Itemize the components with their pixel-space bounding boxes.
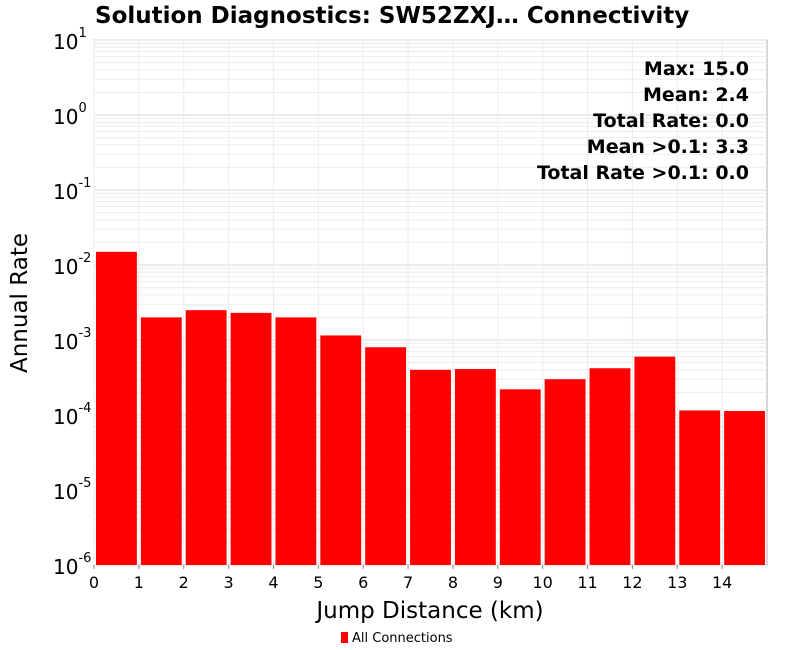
legend-swatch: [341, 632, 348, 643]
y-tick-label: 100: [53, 101, 87, 129]
y-tick-label: 10-3: [53, 326, 91, 354]
bar: [499, 389, 541, 565]
x-tick-label: 3: [224, 573, 234, 592]
y-tick-label: 10-4: [53, 401, 91, 429]
bar: [679, 410, 721, 565]
x-tick-label: 14: [712, 573, 732, 592]
y-tick-label: 10-5: [53, 476, 91, 504]
bar: [96, 251, 137, 565]
legend: All Connections: [341, 631, 453, 646]
x-tick-label: 11: [577, 573, 597, 592]
bar: [634, 356, 676, 565]
x-tick-label: 0: [89, 573, 99, 592]
x-tick-label: 8: [448, 573, 458, 592]
stat-annotation: Mean >0.1: 3.3: [587, 136, 749, 158]
y-tick-label: 10-6: [53, 551, 91, 579]
x-tick-label: 6: [358, 573, 368, 592]
stats-annotations: Max: 15.0 Mean: 2.4 Total Rate: 0.0 Mean >0…: [537, 58, 749, 184]
x-tick-label: 13: [667, 573, 687, 592]
bar: [410, 369, 451, 565]
x-tick-label: 7: [403, 573, 413, 592]
y-tick-label: 10-1: [53, 176, 91, 204]
x-tick-label: 12: [622, 573, 642, 592]
x-tick-label: 1: [134, 573, 144, 592]
stat-annotation: Max: 15.0: [644, 58, 749, 80]
bar: [454, 369, 496, 565]
x-tick-label: 5: [313, 573, 323, 592]
y-tick-label: 10-2: [53, 251, 91, 279]
bar: [365, 347, 407, 565]
bar: [275, 317, 317, 565]
bar: [589, 368, 631, 565]
bar: [140, 317, 182, 565]
x-axis-ticks: 0 1 2 3 4 5 6 7 8 9 10 11 12 13 14: [89, 565, 732, 592]
y-tick-label: 101: [53, 26, 87, 54]
bar: [230, 312, 272, 565]
stat-annotation: Mean: 2.4: [643, 84, 749, 106]
bar: [320, 335, 362, 565]
bar: [544, 379, 586, 565]
legend-label: All Connections: [352, 631, 453, 646]
bar: [724, 411, 765, 565]
bar: [185, 310, 227, 565]
stat-annotation: Total Rate: 0.0: [593, 110, 749, 132]
x-tick-label: 9: [493, 573, 503, 592]
x-axis-label: Jump Distance (km): [314, 598, 543, 624]
bars: [96, 251, 765, 565]
x-tick-label: 2: [179, 573, 189, 592]
y-axis-ticks: 101 100 10-1 10-2 10-3 10-4 10-5 10-6: [53, 26, 91, 579]
y-axis-label: Annual Rate: [7, 233, 33, 373]
x-tick-label: 10: [532, 573, 552, 592]
x-tick-label: 4: [268, 573, 278, 592]
chart-title: Solution Diagnostics: SW52ZXJ… Connectiv…: [95, 3, 689, 29]
stat-annotation: Total Rate >0.1: 0.0: [537, 162, 749, 184]
